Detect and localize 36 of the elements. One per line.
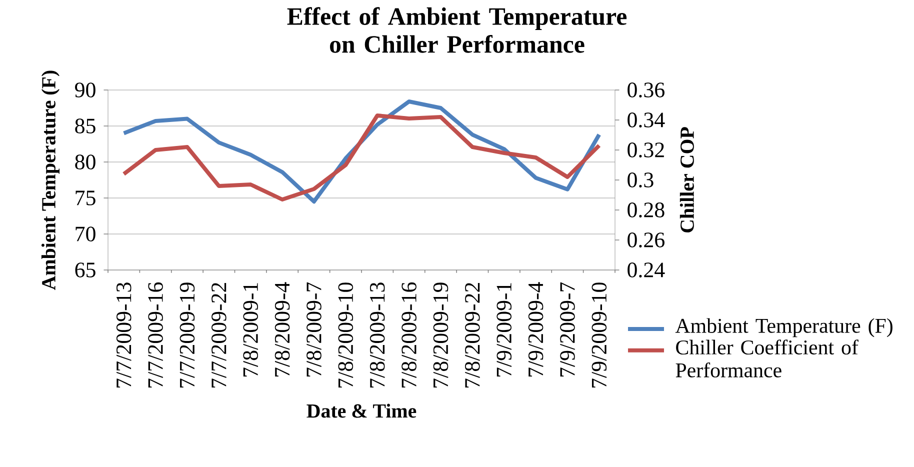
line-series: [122, 113, 602, 202]
y2-tick-label: 0.36: [628, 82, 664, 98]
x-tick-label: 7/8/2009-16: [402, 282, 416, 388]
y-axis-title: Ambient Temperature (F): [41, 70, 60, 290]
x-tick-label: 7/9/2009-10: [592, 282, 607, 388]
y-tick-label: 90: [75, 82, 96, 98]
chart-title: Effect of Ambient Temperature on Chiller Performance: [287, 7, 627, 53]
x-tick-label: 7/7/2009-19: [180, 282, 195, 388]
y2-tick-label: 0.24: [628, 262, 665, 278]
x-tick-label: 7/8/2009-13: [370, 282, 385, 388]
y2-tick-label: 0.26: [628, 232, 664, 248]
x-tick-label: 7/7/2009-13: [116, 282, 132, 388]
y2-axis-title: Chiller COP: [680, 127, 694, 232]
x-tick-label: 7/8/2009-19: [433, 282, 448, 388]
y-tick-label: 65: [75, 262, 96, 278]
y2-tick-label: 0.34: [628, 112, 665, 128]
y2-tick-label: 0.28: [628, 202, 664, 218]
y-tick-label: 70: [76, 226, 96, 242]
x-tick-label: 7/8/2009-1: [243, 283, 258, 377]
y-tick-label: 75: [76, 190, 96, 206]
y2-tick-label: 0.32: [628, 142, 664, 158]
legend-label: Ambient Temperature (F): [675, 318, 892, 338]
x-tick-label: 7/9/2009-7: [560, 282, 575, 377]
x-tick-label: 7/8/2009-10: [338, 282, 354, 388]
x-tick-label: 7/8/2009-22: [465, 282, 480, 388]
x-tick-label: 7/8/2009-4: [274, 282, 290, 377]
x-tick-label: 7/7/2009-22: [212, 282, 226, 388]
legend-label: Chiller Coefficient of Performance: [676, 340, 858, 378]
x-axis-title: Date & Time: [306, 404, 416, 418]
x-tick-label: 7/8/2009-7: [306, 282, 322, 377]
x-tick-label: 7/7/2009-16: [148, 282, 163, 388]
y2-tick-label: 0.3: [628, 172, 654, 188]
x-tick-label: 7/9/2009-1: [496, 283, 512, 377]
y-tick-label: 85: [75, 118, 96, 134]
y-tick-label: 80: [75, 154, 96, 170]
x-tick-label: 7/9/2009-4: [528, 282, 544, 377]
